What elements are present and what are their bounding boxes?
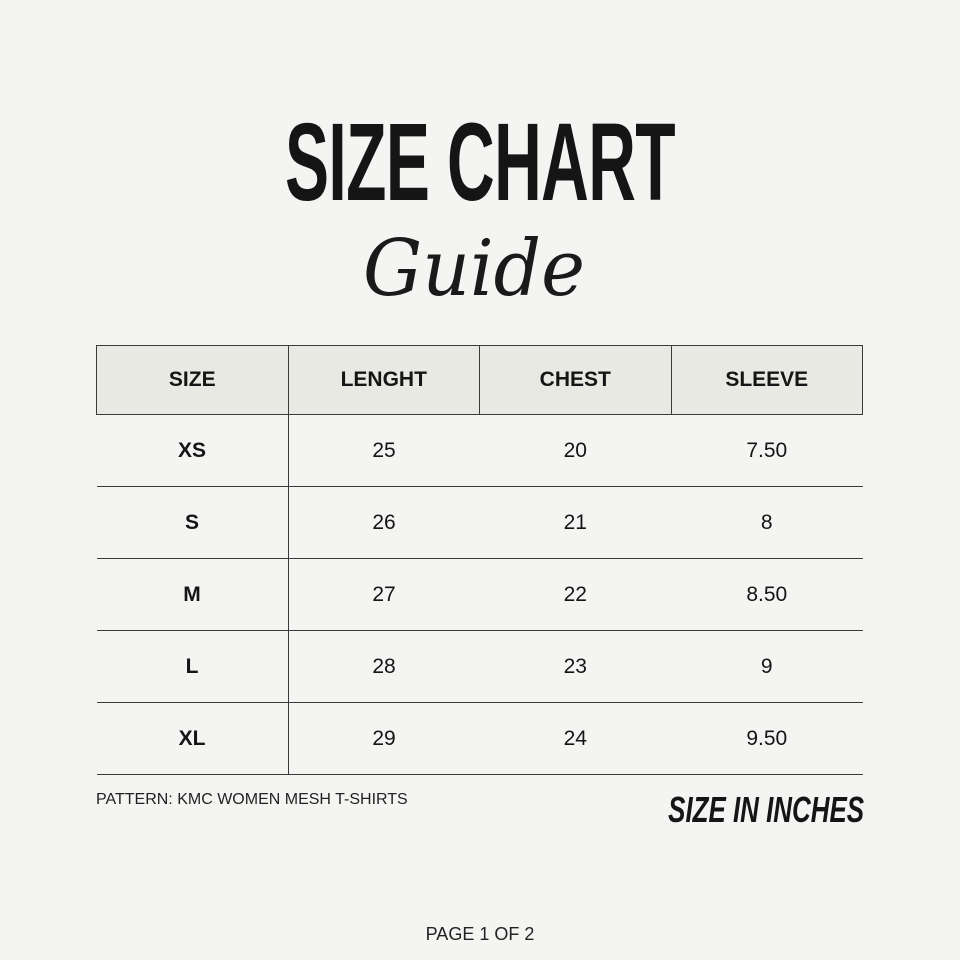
cell-length: 26 — [288, 486, 480, 559]
cell-chest: 23 — [479, 630, 671, 703]
size-table: SIZE LENGHT CHEST SLEEVE XS 25 20 7.50 S… — [96, 345, 863, 775]
cell-size: S — [96, 486, 289, 559]
cell-sleeve: 8 — [671, 486, 863, 559]
cell-sleeve: 9.50 — [671, 702, 863, 775]
header-size: SIZE — [96, 345, 289, 415]
table-row: L 28 23 9 — [96, 630, 863, 703]
cell-sleeve: 9 — [671, 630, 863, 703]
cell-chest: 22 — [479, 558, 671, 631]
page-subtitle-script: Guide — [363, 224, 585, 314]
cell-chest: 20 — [479, 414, 671, 487]
cell-chest: 21 — [479, 486, 671, 559]
cell-size: XS — [96, 414, 289, 487]
table-row: XS 25 20 7.50 — [96, 414, 863, 487]
cell-length: 29 — [288, 702, 480, 775]
header-chest: CHEST — [479, 345, 672, 415]
page-number: PAGE 1 OF 2 — [425, 924, 535, 944]
table-row: XL 29 24 9.50 — [96, 702, 863, 775]
cell-length: 25 — [288, 414, 480, 487]
cell-length: 28 — [288, 630, 480, 703]
cell-chest: 24 — [479, 702, 671, 775]
cell-length: 27 — [288, 558, 480, 631]
table-row: S 26 21 8 — [96, 486, 863, 559]
header-length: LENGHT — [287, 345, 480, 415]
table-row: M 27 22 8.50 — [96, 558, 863, 631]
cell-size: XL — [96, 702, 289, 775]
cell-size: L — [96, 630, 289, 703]
header-sleeve: SLEEVE — [670, 345, 863, 415]
units-label: SIZE IN INCHES — [668, 789, 864, 830]
table-header-row: SIZE LENGHT CHEST SLEEVE — [96, 345, 863, 415]
cell-size: M — [96, 558, 289, 631]
cell-sleeve: 8.50 — [671, 558, 863, 631]
pattern-label: PATTERN: KMC WOMEN MESH T-SHIRTS — [96, 791, 408, 808]
cell-sleeve: 7.50 — [671, 414, 863, 487]
page-title: SIZE CHART — [285, 101, 676, 224]
